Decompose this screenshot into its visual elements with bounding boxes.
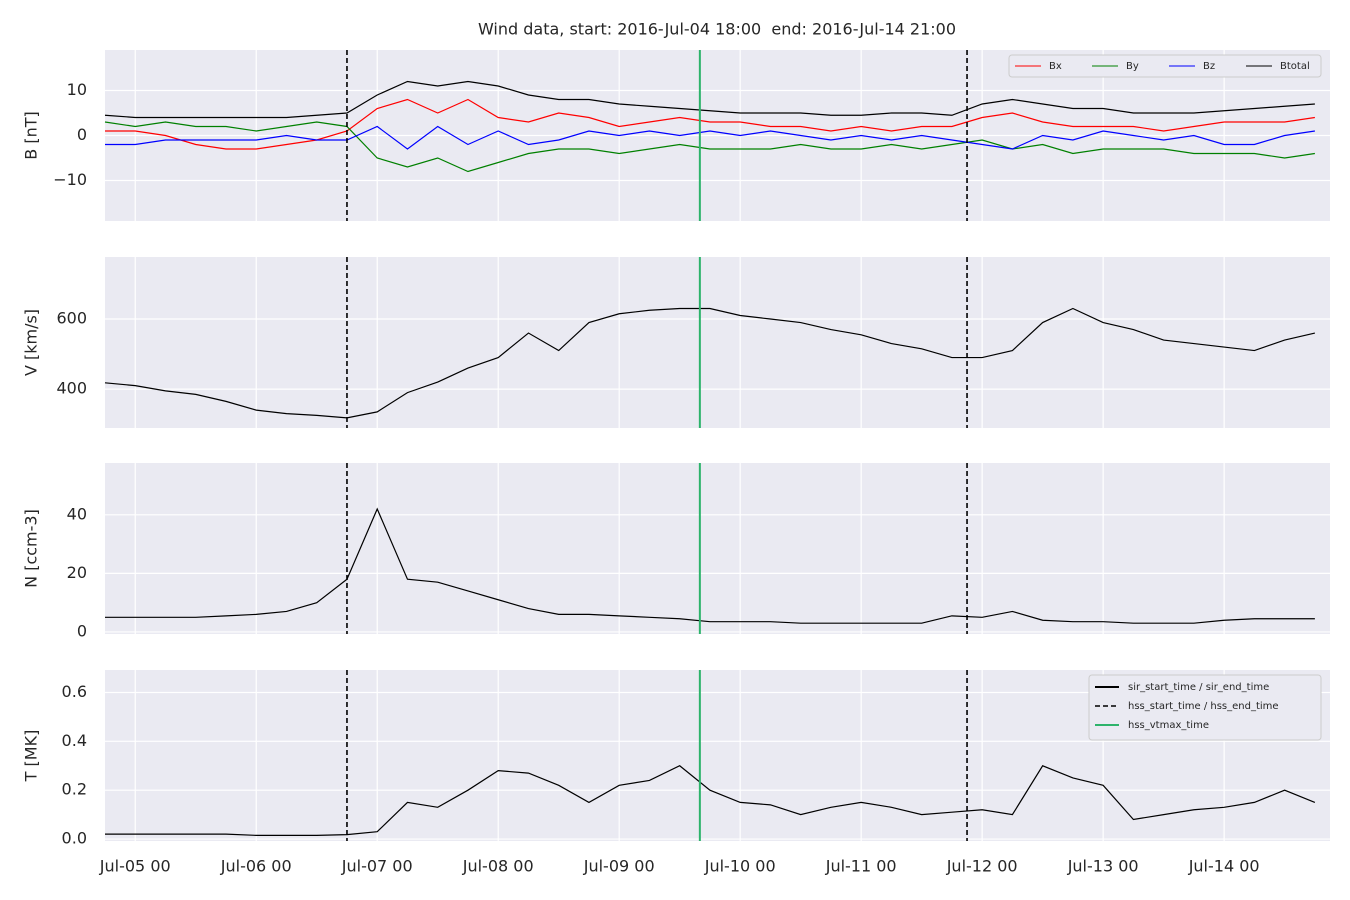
y-axis-label: B [nT] — [22, 111, 41, 159]
x-tick-label: Jul-07 00 — [341, 857, 413, 876]
series-line — [104, 307, 1316, 419]
y-axis-label: V [km/s] — [22, 309, 41, 376]
series-line — [105, 507, 1315, 624]
y-axis-label: N [ccm-3] — [22, 509, 41, 588]
x-tick-label: Jul-12 00 — [946, 857, 1018, 876]
chart-title: Wind data, start: 2016-Jul-04 18:00 end:… — [478, 20, 956, 39]
legend-label: By — [1126, 61, 1139, 72]
y-tick-label: 0.2 — [62, 780, 87, 799]
x-tick-label: Jul-10 00 — [704, 857, 776, 876]
y-tick-label: 0.4 — [62, 731, 87, 750]
plot-area — [105, 463, 1330, 634]
y-tick-label: 0 — [77, 621, 87, 640]
series-line — [105, 765, 1316, 836]
y-tick-label: 10 — [67, 80, 87, 99]
legend-box — [1008, 54, 1322, 78]
legend-label: Bz — [1203, 61, 1215, 72]
y-tick-label: 400 — [56, 379, 87, 398]
plot-area — [105, 257, 1330, 428]
x-tick-label: Jul-09 00 — [583, 857, 655, 876]
y-tick-label: 0.0 — [62, 829, 87, 848]
legend-label: Btotal — [1280, 61, 1310, 72]
x-tick-label: Jul-08 00 — [462, 857, 534, 876]
legend-label: hss_start_time / hss_end_time — [1128, 701, 1279, 712]
series-line — [105, 98, 1315, 150]
legend-label: hss_vtmax_time — [1128, 720, 1209, 731]
y-tick-label: 40 — [67, 504, 87, 523]
y-tick-label: −10 — [53, 170, 87, 189]
x-tick-label: Jul-11 00 — [825, 857, 897, 876]
legend-box — [1088, 674, 1322, 741]
series-line — [104, 121, 1315, 173]
x-tick-label: Jul-13 00 — [1067, 857, 1139, 876]
y-tick-label: 0 — [77, 125, 87, 144]
series-line — [104, 80, 1315, 119]
y-tick-label: 20 — [67, 563, 87, 582]
legend-label: sir_start_time / sir_end_time — [1128, 682, 1269, 693]
legend-label: Bx — [1049, 61, 1062, 72]
x-tick-label: Jul-14 00 — [1188, 857, 1260, 876]
series-line — [105, 125, 1315, 150]
x-tick-label: Jul-05 00 — [99, 857, 171, 876]
y-tick-label: 0.6 — [62, 682, 87, 701]
x-tick-label: Jul-06 00 — [220, 857, 292, 876]
y-tick-label: 600 — [56, 309, 87, 328]
y-axis-label: T [MK] — [22, 730, 41, 783]
